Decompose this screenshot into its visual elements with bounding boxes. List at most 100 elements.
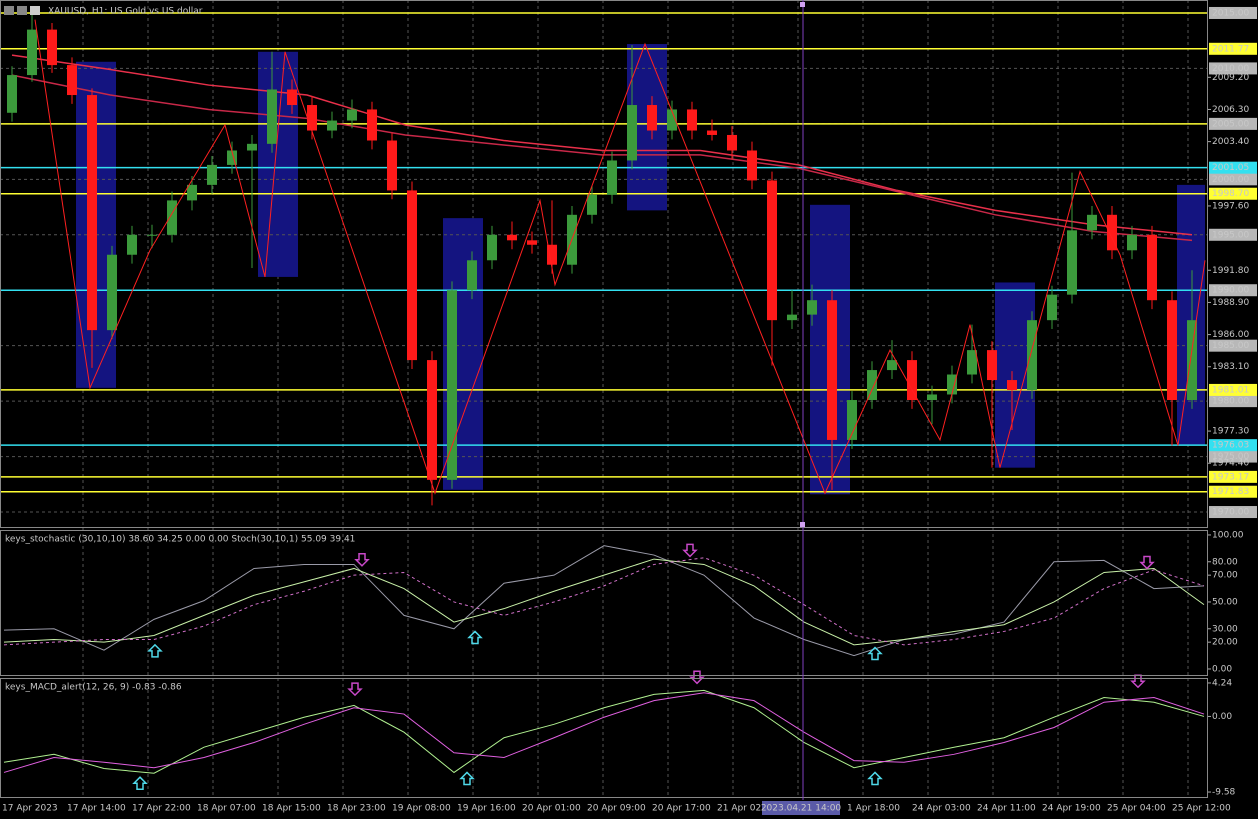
y-tick-label: 2010.00 bbox=[1212, 64, 1249, 74]
candle-body bbox=[1087, 214, 1097, 231]
candle-body bbox=[807, 300, 817, 315]
level-label: 1971.83 bbox=[1212, 487, 1249, 497]
candle-body bbox=[247, 143, 257, 151]
candle-body bbox=[527, 240, 537, 245]
signal-arrow bbox=[1139, 555, 1155, 570]
candle-body bbox=[867, 370, 877, 401]
candle-body bbox=[1167, 300, 1177, 401]
candle-body bbox=[1007, 380, 1017, 391]
indicator-line bbox=[3, 557, 1205, 646]
x-tick-label: 21 Apr 02:00 bbox=[717, 804, 776, 814]
x-tick-label: 1 Apr 18:00 bbox=[847, 804, 900, 814]
candle-body bbox=[187, 184, 197, 201]
x-tick-label: 24 Apr 19:00 bbox=[1042, 804, 1101, 814]
candle-body bbox=[487, 234, 497, 261]
level-label: 1973.17 bbox=[1212, 472, 1249, 482]
y-label-box bbox=[1209, 284, 1257, 297]
y-tick-label: 2015.00 bbox=[1212, 8, 1249, 18]
y-tick-label: 1995.00 bbox=[1212, 230, 1249, 240]
y-tick-label: 1970.00 bbox=[1212, 508, 1249, 518]
candle-body bbox=[1107, 214, 1117, 251]
candle-body bbox=[1147, 234, 1157, 301]
x-tick-label: 25 Apr 12:00 bbox=[1172, 804, 1231, 814]
candle-body bbox=[747, 150, 757, 181]
candle-body bbox=[667, 109, 677, 131]
zone bbox=[258, 51, 298, 277]
candle-body bbox=[227, 150, 237, 165]
candle-body bbox=[27, 29, 37, 76]
x-tick-label: 19 Apr 08:00 bbox=[392, 804, 451, 814]
y-tick-label: 80.00 bbox=[1212, 557, 1238, 567]
level-label-box bbox=[1209, 42, 1257, 55]
candle-body bbox=[767, 180, 777, 321]
y-label-box bbox=[1209, 506, 1257, 519]
y-label-box bbox=[1209, 450, 1257, 463]
window-icon[interactable] bbox=[17, 6, 27, 15]
candle-body bbox=[927, 394, 937, 401]
level-label-box bbox=[1209, 161, 1257, 174]
crosshair-label-box bbox=[762, 801, 840, 815]
candle-body bbox=[47, 29, 57, 66]
x-tick-label: 18 Apr 15:00 bbox=[262, 804, 321, 814]
indicator-title: keys_stochastic (30,10,10) 38.60 34.25 0… bbox=[5, 535, 355, 545]
level-label-box bbox=[1209, 439, 1257, 452]
signal-arrow bbox=[682, 543, 698, 558]
x-tick-label: 19 Apr 16:00 bbox=[457, 804, 516, 814]
x-tick-label: 25 Apr 04:00 bbox=[1107, 804, 1166, 814]
candle-body bbox=[707, 130, 717, 135]
candle-body bbox=[7, 75, 17, 113]
signal-arrow bbox=[132, 776, 148, 790]
y-tick-label: 1974.40 bbox=[1212, 459, 1249, 469]
candle-body bbox=[547, 244, 557, 265]
level-label-box bbox=[1209, 470, 1257, 483]
candle-body bbox=[787, 314, 797, 321]
y-tick-label: 1985.00 bbox=[1212, 341, 1249, 351]
candle-body bbox=[127, 234, 137, 255]
y-label-box bbox=[1209, 228, 1257, 241]
candle-body bbox=[1127, 234, 1137, 251]
signal-arrow bbox=[147, 643, 163, 658]
candle-body bbox=[447, 290, 457, 480]
candle-body bbox=[347, 109, 357, 121]
indicator-line bbox=[3, 689, 1205, 774]
level-label: 1981.01 bbox=[1212, 385, 1249, 395]
window-icon[interactable] bbox=[30, 6, 40, 15]
candle-body bbox=[467, 260, 477, 291]
candle-body bbox=[827, 300, 837, 440]
y-tick-label: 100.00 bbox=[1212, 530, 1244, 540]
moving-average bbox=[11, 54, 1193, 236]
stochastic-panel-border bbox=[0, 530, 1208, 676]
signal-arrow bbox=[467, 630, 483, 645]
y-tick-label: 2005.00 bbox=[1212, 119, 1249, 129]
zigzag bbox=[34, 19, 1206, 495]
candle-body bbox=[647, 105, 657, 131]
x-tick-label: 17 Apr 14:00 bbox=[67, 804, 126, 814]
level-label: 2011.77 bbox=[1212, 44, 1249, 54]
window-icon[interactable] bbox=[4, 6, 14, 15]
candle-body bbox=[167, 200, 177, 235]
x-tick-label: 17 Apr 2023 bbox=[2, 804, 58, 814]
signal-arrow bbox=[459, 771, 475, 786]
candle-body bbox=[327, 120, 337, 131]
macd-panel-border bbox=[0, 678, 1208, 798]
y-label-box bbox=[1209, 62, 1257, 75]
crosshair-handle[interactable] bbox=[800, 522, 805, 527]
x-tick-label: 24 Apr 11:00 bbox=[977, 804, 1036, 814]
candle-body bbox=[847, 400, 857, 440]
y-tick-label: 1990.00 bbox=[1212, 286, 1249, 296]
y-tick-label: 2006.30 bbox=[1212, 105, 1249, 115]
level-label: 2001.05 bbox=[1212, 163, 1249, 173]
candle-body bbox=[627, 105, 637, 161]
signal-arrow bbox=[867, 771, 883, 786]
candle-body bbox=[387, 140, 397, 191]
y-tick-label: 1983.10 bbox=[1212, 362, 1249, 372]
indicator-line bbox=[3, 558, 1205, 646]
signal-arrow bbox=[347, 682, 363, 697]
candle-body bbox=[907, 360, 917, 401]
x-tick-label: 20 Apr 01:00 bbox=[522, 804, 581, 814]
candle-body bbox=[507, 234, 517, 241]
crosshair-handle[interactable] bbox=[800, 2, 805, 7]
candle-body bbox=[367, 109, 377, 141]
